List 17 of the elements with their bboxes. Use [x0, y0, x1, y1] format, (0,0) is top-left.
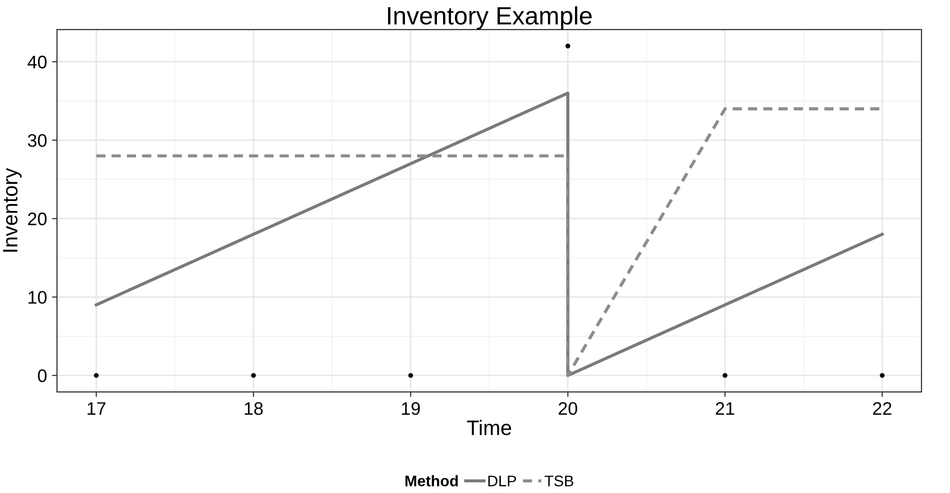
legend-label: TSB: [544, 476, 574, 486]
chart-title: Inventory Example: [388, 6, 592, 30]
y-tick-label: 40: [28, 56, 47, 68]
y-tick-label: 10: [28, 290, 47, 304]
legend-label: DLP: [488, 476, 516, 486]
y-tick-label: 20: [28, 212, 47, 226]
x-tick-label: 17: [88, 402, 106, 415]
y-tick-label: 0: [38, 369, 47, 382]
legend-title: Method: [405, 475, 458, 486]
y-axis-title: Inventory: [2, 168, 22, 252]
x-tick-label: 22: [873, 402, 892, 415]
x-tick-label: 20: [558, 402, 578, 415]
x-tick-label: 18: [244, 402, 263, 415]
x-axis-title: Time: [466, 420, 512, 436]
x-tick-label: 21: [716, 402, 734, 415]
x-tick-label: 19: [402, 402, 420, 415]
y-tick-label: 30: [28, 134, 47, 147]
